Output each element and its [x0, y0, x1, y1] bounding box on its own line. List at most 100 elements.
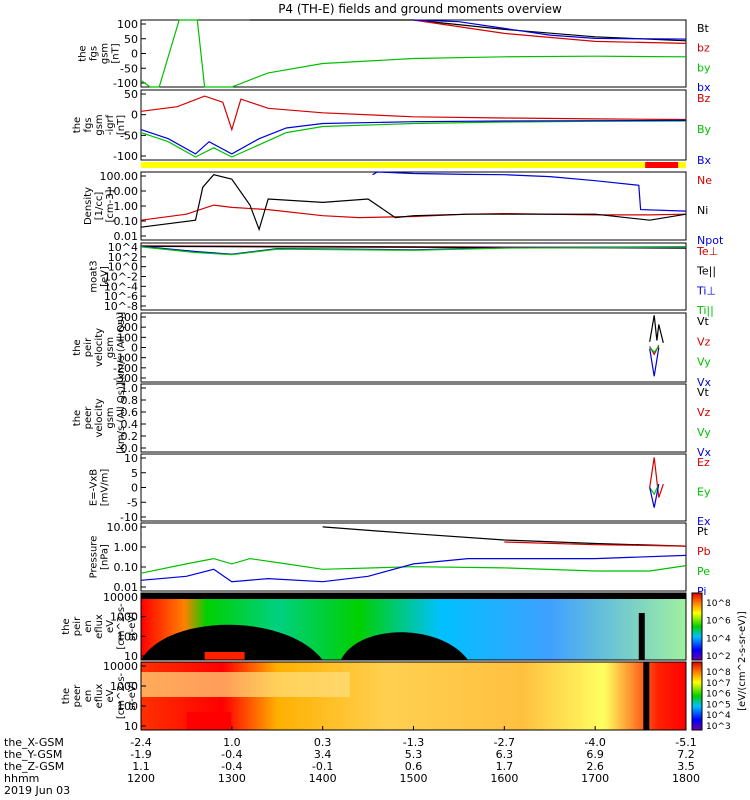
legend-label: Ti||: [696, 304, 714, 317]
colorbar-tick-label: 10^4: [706, 711, 731, 721]
x-tick-label: -2.7: [494, 736, 515, 749]
legend-label: Vt: [697, 386, 710, 399]
y-tick-label: 1000: [110, 611, 138, 624]
y-axis-label: [nT]: [111, 43, 122, 63]
x-tick-label: 3.4: [314, 748, 332, 761]
y-axis-label: peer: [83, 406, 94, 430]
legend-label: Vz: [697, 406, 711, 419]
y-axis-label: the: [61, 688, 72, 704]
y-tick-label: 1.00: [114, 200, 139, 213]
y-axis-label: [eV]: [100, 266, 111, 287]
y-axis-label: the: [78, 45, 89, 61]
y-tick-label: 1.0: [121, 382, 139, 395]
y-axis-label: E=-VxB: [89, 469, 100, 506]
y-tick-label: 0.0: [121, 442, 139, 455]
y-axis-label: -igrf: [105, 114, 116, 135]
colorbar-tick-label: 10^3: [706, 722, 731, 732]
panel-9: 10000 1000 100 10 the peer en eflux eV [cm^2-s-sr…: [61, 660, 731, 733]
y-tick-label: 0.6: [121, 406, 139, 419]
series-line-Pe: [140, 557, 687, 574]
y-tick-label: 0: [131, 109, 138, 122]
series-line-Vt: [649, 315, 664, 344]
panel-7: 10.00 1.00 0.10 0.01 Pressure [nPa] Pt Pb Pe Pi: [89, 521, 711, 598]
y-tick-label: 10: [124, 452, 138, 465]
y-tick-label: 10.00: [107, 521, 139, 534]
legend-label: Bz: [697, 92, 711, 105]
legend-label: bz: [697, 42, 710, 55]
legend-label: Ti⊥: [696, 284, 716, 297]
y-tick-label: 10: [124, 720, 138, 733]
panel-8: 10000 1000 100 10 the peir en eflux eV [cm^2-s-sr…: [61, 591, 731, 663]
panel-3: 10^410^210^010^-210^-410^-610^-8 moat3 [eV…: [89, 241, 719, 317]
series-line-Bt: [250, 19, 687, 42]
y-tick-label: 100: [117, 18, 138, 31]
y-axis-label: peer: [72, 684, 83, 708]
series-line-Pt: [322, 526, 687, 547]
y-tick-label: 0.4: [121, 418, 139, 431]
x-tick-label: 1800: [672, 772, 700, 785]
spectrogram-hot-spot: [186, 712, 232, 730]
x-tick-label: -2.4: [130, 736, 151, 749]
colorbar-tick-label: 10^2: [706, 652, 731, 662]
x-tick-label: -1.9: [130, 748, 151, 761]
series-line-Vy: [649, 346, 660, 354]
y-tick-label: -50: [120, 62, 138, 75]
y-tick-label: 0: [131, 482, 138, 495]
y-tick-label: 100: [117, 630, 138, 643]
colorbar: [691, 592, 703, 661]
y-axis-label: velocity: [94, 398, 105, 437]
x-axis-row-label: hhmm: [4, 772, 39, 785]
legend-label: by: [697, 61, 711, 74]
legend-label: Vz: [697, 335, 711, 348]
y-axis-label: sr-eV]: [127, 612, 138, 641]
colorbar-tick-label: 10^6: [706, 690, 731, 700]
x-tick-label: -5.1: [675, 736, 696, 749]
y-tick-label: 10000: [103, 660, 138, 673]
y-tick-label: 0.2: [121, 430, 139, 443]
panel-frame: [140, 312, 687, 383]
panel-frame: [140, 383, 687, 453]
y-tick-label: 0.8: [121, 394, 139, 407]
x-tick-label: 1400: [309, 772, 337, 785]
status-bar: [141, 162, 686, 168]
panel-frame: [140, 19, 687, 88]
spectrogram-hot-spot: [204, 652, 245, 660]
y-tick-label: 5: [131, 467, 138, 480]
y-tick-label: -100: [113, 150, 138, 163]
y-tick-label: 0.01: [114, 581, 139, 594]
legend-label: Bx: [697, 154, 712, 167]
y-tick-label: -5: [127, 496, 138, 509]
legend-label: Te||: [696, 265, 716, 278]
y-tick-label: 10^-6: [104, 290, 138, 303]
y-axis-label: [1/cc]: [94, 192, 105, 221]
y-axis-label: gsm: [105, 407, 116, 428]
y-tick-label: -100: [113, 352, 138, 365]
legend-label: Vx: [697, 446, 712, 459]
panel-1: 50 0 -50 -100 the fgs gsm -igrf [nT] Bz By Bx: [72, 88, 712, 167]
y-axis-label: gsm: [100, 43, 111, 64]
x-tick-label: -0.4: [221, 748, 242, 761]
panel-5: 1.00.80.60.40.20.0 the peer velocity gsm [km/…: [72, 382, 712, 459]
legend-label: Vx: [697, 376, 712, 389]
x-tick-label: 1300: [218, 772, 246, 785]
legend-label: Ez: [697, 456, 710, 469]
panel-frame: [140, 453, 687, 522]
y-tick-label: -200: [113, 362, 138, 375]
y-tick-label: -10: [120, 511, 138, 524]
x-tick-label: 0.3: [314, 736, 332, 749]
legend-label: Vy: [697, 426, 711, 439]
legend-label: By: [697, 123, 712, 136]
panel-frame: [140, 89, 687, 161]
y-axis-label: Pressure: [89, 536, 100, 579]
y-tick-label: 1.00: [114, 541, 139, 554]
y-axis-label: the: [61, 618, 72, 634]
y-tick-label: 10^4: [108, 241, 138, 254]
spectrogram-dropout: [638, 613, 645, 660]
legend-label: Pi: [697, 585, 706, 598]
y-tick-label: -50: [120, 129, 138, 142]
legend-label: Bt: [697, 22, 710, 35]
colorbar-label: [eV/(cm^2-s-sr-eV)]: [737, 611, 748, 711]
x-tick-label: 1.1: [132, 760, 150, 773]
legend-label: Pt: [697, 525, 709, 538]
y-axis-label: eflux: [94, 614, 105, 639]
